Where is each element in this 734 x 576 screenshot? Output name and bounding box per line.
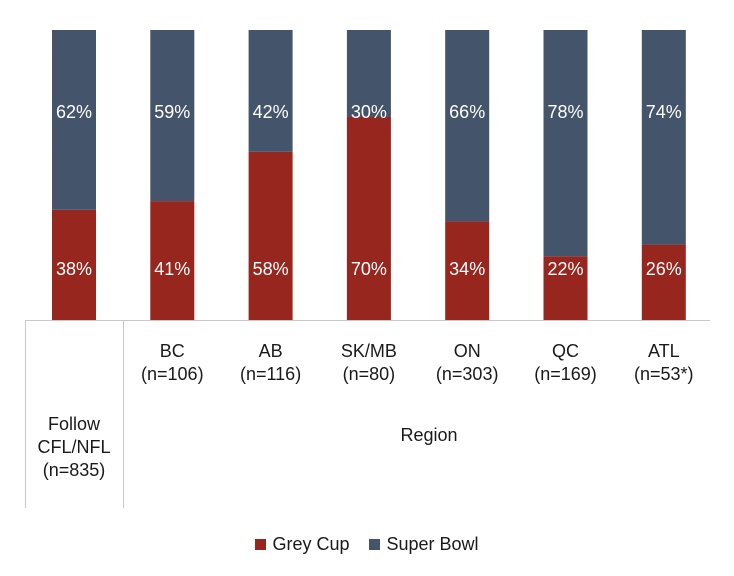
group-label-region: Region (400, 425, 458, 445)
category-label-follow: Follow CFL/NFL (n=835) (37, 414, 111, 480)
category-label: AB (n=116) (239, 341, 302, 384)
data-label-grey-cup: 38% (56, 259, 92, 279)
bar-super-bowl (641, 30, 686, 245)
legend-label-grey-cup: Grey Cup (272, 534, 350, 554)
bar-super-bowl (248, 30, 293, 152)
data-label-super-bowl: 59% (154, 102, 190, 122)
category-label: ATL (n=53*) (634, 341, 694, 384)
category-label: BC (n=106) (141, 341, 204, 384)
bar-super-bowl (445, 30, 490, 222)
data-label-grey-cup: 58% (253, 259, 289, 279)
bar-super-bowl (52, 30, 96, 210)
bar-grey-cup (346, 117, 391, 320)
category-label: QC (n=169) (534, 341, 597, 384)
bar-grey-cup (543, 256, 588, 320)
bar-grey-cup (150, 201, 195, 320)
legend: Grey Cup Super Bowl (0, 534, 734, 555)
data-label-super-bowl: 42% (253, 102, 289, 122)
bar-super-bowl (150, 30, 195, 202)
legend-label-super-bowl: Super Bowl (386, 534, 479, 554)
bar-grey-cup (52, 209, 96, 320)
legend-swatch-super-bowl (369, 539, 381, 550)
legend-item-grey-cup: Grey Cup (255, 534, 349, 555)
bar-grey-cup (445, 221, 490, 320)
data-label-super-bowl: 30% (351, 102, 387, 122)
bar-grey-cup (248, 151, 293, 320)
data-label-grey-cup: 26% (646, 259, 682, 279)
data-label-grey-cup: 70% (351, 259, 387, 279)
data-label-super-bowl: 78% (547, 102, 583, 122)
data-label-super-bowl: 66% (449, 102, 485, 122)
category-label: ON (n=303) (435, 341, 499, 384)
category-label: SK/MB (n=80) (340, 341, 397, 384)
data-label-super-bowl: 62% (56, 102, 92, 122)
data-label-grey-cup: 22% (547, 259, 583, 279)
bar-grey-cup (641, 244, 686, 320)
legend-swatch-grey-cup (255, 539, 267, 550)
data-label-grey-cup: 41% (154, 259, 190, 279)
data-label-grey-cup: 34% (449, 259, 485, 279)
bar-super-bowl (346, 30, 391, 117)
data-label-super-bowl: 74% (646, 102, 682, 122)
legend-item-super-bowl: Super Bowl (369, 534, 479, 555)
bar-super-bowl (543, 30, 588, 257)
